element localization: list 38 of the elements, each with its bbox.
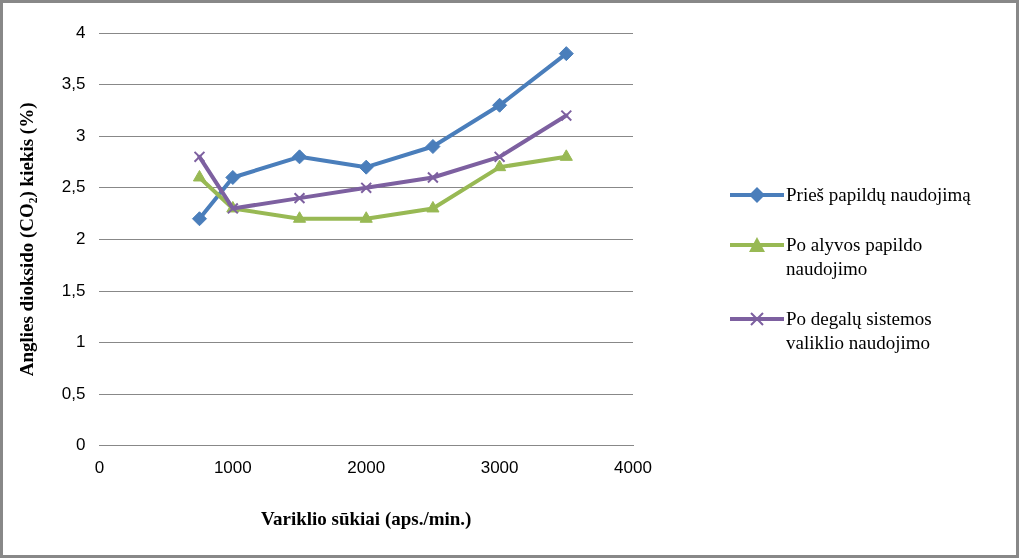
y-tick-label: 1,5 [61, 280, 86, 300]
point [360, 181, 373, 194]
point [192, 169, 207, 182]
point [426, 171, 439, 184]
x-tick-label: 3000 [480, 457, 519, 477]
point [359, 211, 373, 223]
y-tick-label: 3,5 [61, 74, 86, 94]
point [493, 159, 507, 172]
y-tick-label: 2 [75, 229, 86, 249]
point [225, 169, 241, 185]
legend-label: Po alyvos papildo naudojimo [786, 233, 924, 281]
point [560, 109, 573, 122]
y-tick-label: 3 [75, 125, 86, 145]
x-tick-label: 0 [94, 457, 105, 477]
legend-label: Prieš papildų naudojimą [786, 183, 971, 207]
y-tick-label: 0 [75, 435, 86, 455]
point [493, 150, 506, 163]
point [358, 159, 374, 175]
point [292, 211, 307, 223]
x-tick-label: 2000 [347, 457, 386, 477]
y-tick-label: 1 [75, 332, 86, 352]
x-tick-label: 4000 [614, 457, 652, 477]
point [558, 46, 574, 62]
point [425, 139, 441, 155]
x-axis-title: Variklio sūkiai (aps./min.) [260, 507, 472, 530]
legend-label: Po degalų sistemos valiklio naudojimo [786, 307, 933, 355]
point [191, 211, 207, 227]
x-tick-label: 1000 [213, 457, 252, 477]
point [559, 149, 573, 161]
y-tick-label: 4 [75, 22, 86, 42]
point [492, 97, 508, 113]
y-tick-label: 0,5 [61, 383, 86, 403]
point [293, 192, 306, 205]
point [426, 200, 440, 213]
y-axis-title: Anglies dioksido (CO₂) kiekis (%) [16, 102, 39, 377]
point [193, 150, 206, 163]
y-tick-label: 2,5 [61, 177, 86, 197]
point [292, 149, 308, 165]
